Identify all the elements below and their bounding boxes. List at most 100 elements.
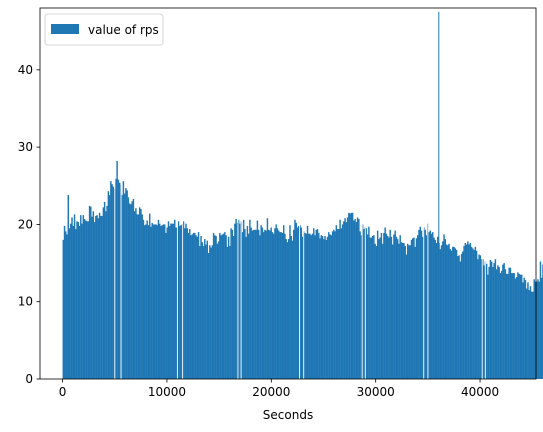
bar bbox=[166, 227, 168, 379]
bar bbox=[165, 232, 167, 379]
bar bbox=[358, 219, 360, 379]
bar bbox=[93, 222, 96, 379]
bar bbox=[450, 250, 453, 379]
bar bbox=[495, 269, 498, 379]
bar bbox=[230, 228, 232, 379]
bar bbox=[296, 227, 299, 379]
bars-group bbox=[62, 11, 543, 380]
bar bbox=[70, 223, 72, 379]
bar bbox=[318, 232, 320, 379]
bar bbox=[430, 233, 433, 379]
y-tick-label: 10 bbox=[18, 295, 33, 309]
bar-gap bbox=[237, 8, 239, 379]
bar bbox=[417, 235, 419, 379]
bar bbox=[72, 225, 75, 379]
bar-gap bbox=[481, 8, 483, 379]
bar bbox=[211, 245, 214, 379]
x-tick-label: 20000 bbox=[252, 385, 290, 399]
bar bbox=[289, 225, 291, 379]
bar bbox=[315, 229, 318, 379]
bar bbox=[267, 229, 270, 379]
bar bbox=[541, 277, 543, 379]
bar bbox=[361, 224, 364, 379]
bar bbox=[197, 232, 200, 379]
bar bbox=[270, 227, 272, 379]
bar bbox=[343, 221, 345, 379]
bar bbox=[475, 250, 478, 379]
bar bbox=[92, 211, 95, 379]
bar bbox=[95, 215, 97, 379]
bar bbox=[353, 220, 355, 379]
bar bbox=[359, 231, 361, 379]
bar bbox=[530, 291, 533, 379]
bar bbox=[91, 216, 93, 379]
bar bbox=[301, 236, 304, 379]
bar bbox=[457, 256, 459, 379]
bar bbox=[63, 225, 66, 379]
bar bbox=[117, 179, 120, 379]
bar bbox=[146, 220, 148, 379]
bar bbox=[304, 232, 306, 379]
bar bbox=[408, 245, 410, 379]
bar bbox=[160, 225, 162, 379]
bar bbox=[275, 224, 277, 379]
bar bbox=[403, 242, 405, 379]
bar bbox=[220, 235, 222, 379]
bar bbox=[164, 224, 166, 379]
bar bbox=[219, 232, 221, 379]
y-tick-label: 20 bbox=[18, 217, 33, 231]
bar bbox=[319, 238, 321, 379]
bar bbox=[106, 205, 108, 379]
bar bbox=[375, 246, 378, 379]
bar bbox=[71, 217, 73, 379]
bar bbox=[277, 230, 280, 379]
bar bbox=[522, 282, 524, 379]
bar bbox=[281, 232, 284, 379]
bar bbox=[105, 211, 107, 379]
bar bbox=[100, 215, 102, 379]
bar bbox=[524, 280, 527, 379]
bar bbox=[467, 241, 469, 379]
bar bbox=[291, 240, 294, 379]
bar bbox=[338, 229, 340, 379]
bar bbox=[112, 186, 115, 379]
bar bbox=[290, 236, 292, 379]
bar bbox=[103, 202, 106, 379]
bar bbox=[86, 221, 88, 379]
bar-gap bbox=[484, 8, 486, 379]
x-tick-label: 10000 bbox=[148, 385, 186, 399]
bar bbox=[285, 239, 287, 379]
bar bbox=[191, 234, 194, 379]
bar bbox=[128, 203, 131, 379]
bar bbox=[344, 218, 346, 379]
bar bbox=[356, 217, 359, 379]
bar bbox=[369, 237, 371, 379]
bar bbox=[282, 225, 285, 379]
bar bbox=[472, 248, 474, 379]
bar bbox=[78, 225, 81, 379]
bar bbox=[251, 230, 254, 379]
bar bbox=[429, 230, 431, 379]
bar bbox=[182, 221, 185, 379]
bar bbox=[414, 246, 416, 379]
bar bbox=[479, 255, 482, 379]
bar bbox=[96, 215, 98, 379]
bar bbox=[161, 225, 163, 379]
bar bbox=[242, 219, 245, 379]
bar bbox=[325, 239, 328, 380]
bar bbox=[324, 236, 326, 379]
bar bbox=[214, 235, 216, 379]
x-axis-label: Seconds bbox=[263, 408, 313, 422]
bar bbox=[394, 230, 396, 379]
y-tick-label: 30 bbox=[18, 140, 33, 154]
bar bbox=[534, 281, 537, 379]
bar bbox=[110, 181, 112, 379]
bar bbox=[355, 222, 358, 379]
bar-gap bbox=[423, 8, 425, 379]
bar bbox=[346, 217, 349, 379]
bar bbox=[418, 229, 420, 379]
bar bbox=[532, 291, 534, 379]
bar-gap bbox=[176, 8, 178, 379]
bar bbox=[180, 225, 182, 379]
